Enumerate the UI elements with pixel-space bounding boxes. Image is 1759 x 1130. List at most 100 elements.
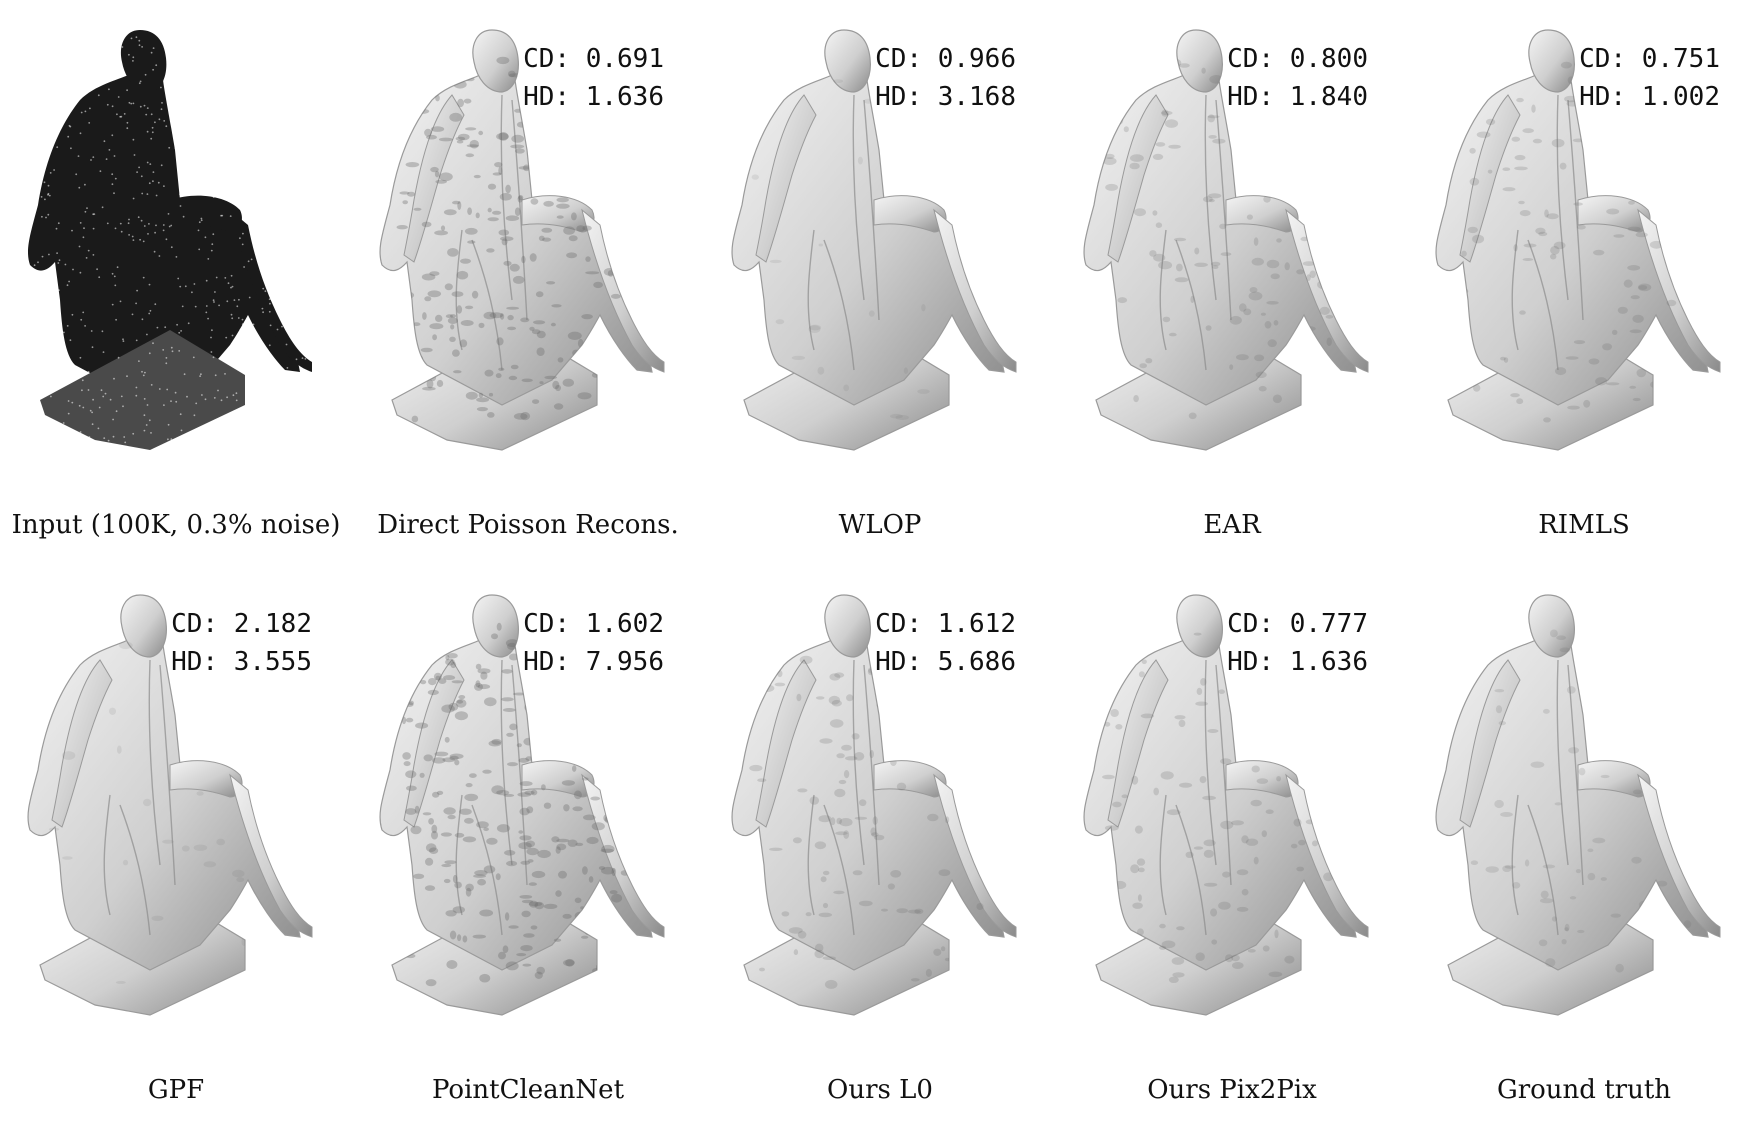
noise-point [80,318,83,321]
noise-point [224,117,227,120]
surface-bump [572,765,577,772]
surface-bump [824,979,838,989]
noise-point [146,193,149,196]
surface-bump [471,290,479,299]
noise-point [224,373,226,375]
noise-point [230,274,233,277]
noise-point [241,323,244,325]
noise-point [302,263,305,266]
noise-point [232,394,235,397]
noise-point [295,358,298,361]
noise-point [58,289,60,292]
drapery-fold [1556,94,1569,301]
surface-bump [968,688,977,694]
noise-point [182,89,185,91]
surface-bump [562,378,574,387]
surface-bump [506,860,518,867]
surface-bump [1218,689,1225,694]
surface-bump [603,268,616,276]
surface-bump [1304,326,1316,332]
noise-point [96,268,98,271]
noise-point [83,227,85,230]
surface-bump [1650,381,1661,389]
drapery-fold [1204,94,1217,301]
surface-bump [529,326,535,331]
noise-point [67,400,70,402]
noise-point [308,35,310,38]
surface-bump [426,134,437,140]
surface-bump [1117,297,1128,304]
surface-bump [1650,766,1661,776]
surface-bump [115,980,126,984]
panel-caption: WLOP [838,510,922,540]
surface-bump [1516,398,1524,405]
surface-bump [550,322,556,327]
noise-point [163,185,165,188]
surface-bump [518,757,530,763]
surface-bump [962,183,969,189]
surface-bump [496,56,510,65]
noise-point [239,328,242,331]
noise-point [57,262,60,264]
surface-bump [1290,843,1298,849]
surface-bump [868,666,879,675]
noise-point [115,318,117,321]
noise-point [55,96,58,99]
noise-point [248,296,251,299]
surface-bump [564,181,575,190]
surface-bump [1203,882,1218,887]
noise-point [79,222,82,224]
noise-point [84,183,86,186]
noise-point [48,385,51,388]
surface-bump [1162,316,1171,323]
noise-point [261,62,264,65]
surface-bump [458,695,466,700]
surface-bump [1461,250,1467,257]
surface-bump [505,961,519,971]
surface-bump [1532,138,1542,144]
surface-bump [604,815,614,824]
surface-bump [820,876,827,883]
noise-point [230,286,232,289]
statue-shin [581,208,665,373]
noise-point [175,256,178,258]
noise-point [200,219,203,222]
noise-point [122,405,124,408]
noise-point [261,137,264,140]
statue-render [27,29,312,450]
surface-bump [232,869,245,878]
surface-bump [1618,721,1626,725]
noise-point [192,174,195,177]
noise-point [128,234,131,236]
surface-bump [523,164,530,172]
point-cloud [27,30,312,450]
noise-point [36,54,39,56]
noise-point [172,132,175,135]
noise-point [303,101,306,104]
noise-point [78,186,81,189]
surface-bump [61,751,76,760]
surface-bump [1207,729,1219,733]
noise-point [214,191,217,194]
noise-point [200,217,203,220]
surface-bump [1632,397,1641,402]
noise-point [179,205,182,207]
surface-bump [523,933,535,938]
surface-bump [1238,699,1247,707]
noise-point [269,231,272,234]
surface-bump [1592,837,1606,844]
noise-point [31,92,33,95]
noise-point [63,331,65,334]
surface-bump [506,306,519,310]
surface-bump [1657,662,1667,671]
surface-bump [480,671,488,680]
surface-bump [1567,76,1575,85]
surface-bump [809,796,820,805]
noise-point [137,216,140,219]
statue-shin [229,773,313,938]
surface-bump [815,696,825,700]
surface-bump [1670,370,1678,379]
surface-bump [1185,851,1194,858]
surface-bump [580,126,589,135]
surface-bump [1638,285,1648,290]
